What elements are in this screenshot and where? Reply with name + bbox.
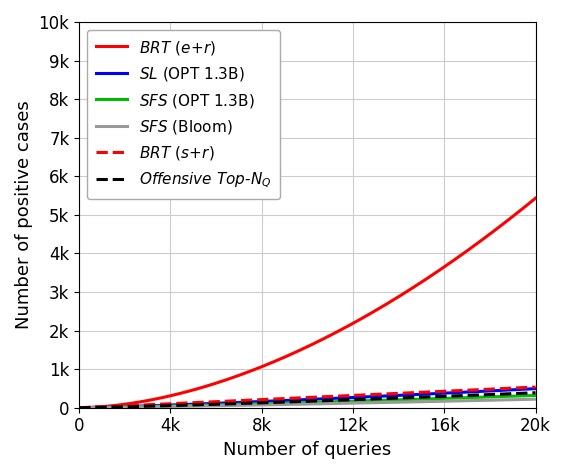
$\mathit{SFS}$ (Bloom)	[487, 397, 494, 403]
$\mathit{BRT}\,(s+r)$	[532, 384, 539, 390]
$\mathit{SFS}$ (Bloom)	[532, 396, 539, 402]
$\mathit{BRT}\,(e+r)$	[76, 405, 83, 410]
$\mathit{SFS}$ (Bloom)	[391, 400, 398, 405]
$\mathit{BRT}\,(s+r)$	[165, 401, 172, 407]
$\mathit{SL}$ (OPT 1.3B)	[391, 393, 398, 399]
$\mathit{BRT}\,(e+r)$	[499, 221, 506, 227]
$\mathit{BRT}\,(s+r)$	[499, 386, 506, 392]
$\mathit{SFS}$ (OPT 1.3B)	[76, 405, 83, 410]
$\mathit{Offensive\ Top}$-$N_Q$	[76, 405, 83, 410]
$\mathit{Offensive\ Top}$-$N_Q$	[487, 392, 494, 397]
$\mathit{Offensive\ Top}$-$N_Q$	[499, 391, 506, 397]
$\mathit{BRT}\,(e+r)$	[391, 296, 398, 302]
$\mathit{BRT}\,(e+r)$	[487, 230, 494, 236]
$\mathit{Offensive\ Top}$-$N_Q$	[391, 395, 398, 401]
$\mathit{SL}$ (OPT 1.3B)	[165, 402, 172, 408]
$\mathit{Offensive\ Top}$-$N_Q$	[296, 399, 303, 404]
$\mathit{Offensive\ Top}$-$N_Q$	[502, 391, 509, 397]
$\mathit{BRT}\,(e+r)$	[502, 219, 509, 225]
$\mathit{SFS}$ (Bloom)	[76, 405, 83, 410]
Y-axis label: Number of positive cases: Number of positive cases	[15, 100, 33, 329]
$\mathit{SFS}$ (Bloom)	[499, 397, 506, 403]
Line: $\mathit{Offensive\ Top}$-$N_Q$: $\mathit{Offensive\ Top}$-$N_Q$	[79, 393, 535, 408]
$\mathit{SFS}$ (OPT 1.3B)	[165, 403, 172, 409]
$\mathit{BRT}\,(e+r)$	[165, 393, 172, 399]
$\mathit{BRT}\,(s+r)$	[296, 395, 303, 401]
$\mathit{SL}$ (OPT 1.3B)	[296, 397, 303, 403]
$\mathit{SFS}$ (OPT 1.3B)	[502, 393, 509, 399]
$\mathit{BRT}\,(e+r)$	[296, 347, 303, 353]
Line: $\mathit{SFS}$ (OPT 1.3B): $\mathit{SFS}$ (OPT 1.3B)	[79, 395, 535, 408]
$\mathit{Offensive\ Top}$-$N_Q$	[165, 403, 172, 409]
$\mathit{SL}$ (OPT 1.3B)	[499, 387, 506, 393]
$\mathit{SFS}$ (OPT 1.3B)	[532, 392, 539, 398]
$\mathit{SL}$ (OPT 1.3B)	[532, 386, 539, 392]
Line: $\mathit{SFS}$ (Bloom): $\mathit{SFS}$ (Bloom)	[79, 399, 535, 408]
X-axis label: Number of queries: Number of queries	[223, 441, 392, 459]
$\mathit{SL}$ (OPT 1.3B)	[487, 388, 494, 394]
Line: $\mathit{BRT}\,(s+r)$: $\mathit{BRT}\,(s+r)$	[79, 387, 535, 408]
$\mathit{Offensive\ Top}$-$N_Q$	[532, 390, 539, 396]
Line: $\mathit{BRT}\,(e+r)$: $\mathit{BRT}\,(e+r)$	[79, 198, 535, 408]
$\mathit{BRT}\,(s+r)$	[76, 405, 83, 410]
Legend: $\mathit{BRT}$ $(e\!+\!r)$, $\mathit{SL}$ (OPT 1.3B), $\mathit{SFS}$ (OPT 1.3B),: $\mathit{BRT}$ $(e\!+\!r)$, $\mathit{SL}…	[87, 30, 280, 199]
$\mathit{SFS}$ (Bloom)	[502, 397, 509, 403]
$\mathit{SFS}$ (OPT 1.3B)	[391, 397, 398, 403]
$\mathit{SFS}$ (Bloom)	[296, 401, 303, 407]
$\mathit{BRT}\,(s+r)$	[487, 386, 494, 392]
$\mathit{SFS}$ (OPT 1.3B)	[296, 400, 303, 406]
$\mathit{SL}$ (OPT 1.3B)	[76, 405, 83, 410]
$\mathit{BRT}\,(s+r)$	[502, 385, 509, 391]
$\mathit{SFS}$ (OPT 1.3B)	[499, 394, 506, 400]
$\mathit{BRT}\,(s+r)$	[391, 391, 398, 396]
$\mathit{SL}$ (OPT 1.3B)	[502, 387, 509, 393]
$\mathit{SFS}$ (OPT 1.3B)	[487, 394, 494, 400]
$\mathit{SFS}$ (Bloom)	[165, 404, 172, 410]
$\mathit{BRT}\,(e+r)$	[532, 195, 539, 201]
Line: $\mathit{SL}$ (OPT 1.3B): $\mathit{SL}$ (OPT 1.3B)	[79, 389, 535, 408]
